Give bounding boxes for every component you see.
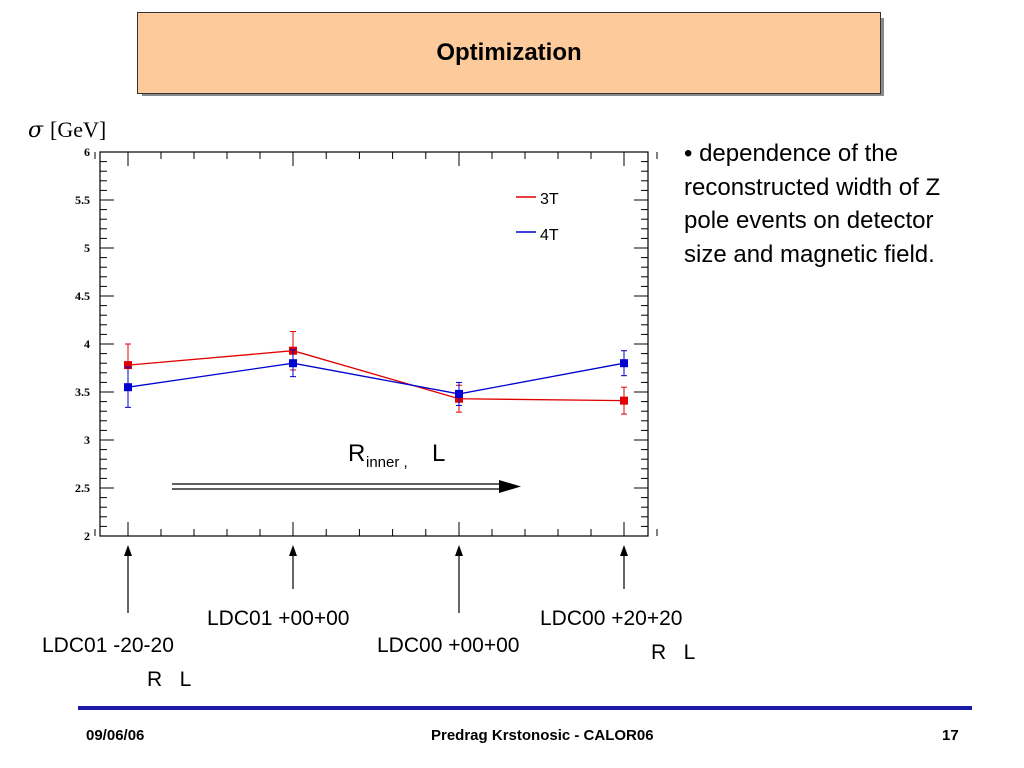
config-label-2: LDC01 +00+00 bbox=[207, 607, 350, 630]
plot-frame bbox=[99, 151, 649, 537]
footer-author: Predrag Krstonosic - CALOR06 bbox=[431, 727, 654, 744]
y-tick-label: 3.5 bbox=[75, 385, 90, 399]
data-point-4t bbox=[455, 389, 463, 398]
config-label-3: LDC00 +00+00 bbox=[377, 634, 520, 657]
slide-title: Optimization bbox=[137, 12, 881, 94]
y-tick-label: 4 bbox=[84, 337, 90, 351]
data-point-3t bbox=[620, 396, 628, 405]
y-tick-label: 3 bbox=[84, 433, 90, 447]
legend-label-4t: 4T bbox=[540, 227, 559, 244]
legend-label-3t: 3T bbox=[540, 191, 559, 208]
footer-date: 09/06/06 bbox=[86, 727, 145, 744]
config-label-1: LDC01 -20-20 bbox=[42, 634, 174, 657]
axis-ticks: 2 2.5 3 3.5 4 4.5 5 5.5 6 bbox=[75, 145, 658, 543]
y-tick-label: 5.5 bbox=[75, 193, 90, 207]
annotation-r: R bbox=[348, 440, 365, 467]
config-pointer-head bbox=[620, 545, 628, 556]
config-label-4: LDC00 +20+20 bbox=[540, 607, 683, 630]
y-tick-label: 5 bbox=[84, 241, 90, 255]
legend: 3T 4T bbox=[516, 191, 559, 244]
slide-title-text: Optimization bbox=[436, 39, 582, 66]
series-layer bbox=[124, 331, 628, 415]
config-pointer-head bbox=[289, 545, 297, 556]
footer-page: 17 bbox=[942, 727, 959, 744]
config-pointer-head bbox=[455, 545, 463, 556]
annotation-l: L bbox=[432, 440, 445, 467]
data-point-3t bbox=[124, 361, 132, 370]
direction-arrow-head bbox=[499, 480, 521, 493]
y-axis-label: [GeV] bbox=[50, 117, 106, 142]
data-point-4t bbox=[124, 383, 132, 392]
data-point-4t bbox=[620, 359, 628, 368]
y-tick-label: 2.5 bbox=[75, 481, 90, 495]
description-bullet: • dependence of the reconstructed width … bbox=[684, 140, 941, 268]
config-pointer-head bbox=[124, 545, 132, 556]
annotation-inner: inner , bbox=[366, 454, 408, 471]
series-line-3t bbox=[127, 350, 625, 402]
config-sub-4: R L bbox=[651, 641, 696, 664]
series-line-4t bbox=[127, 362, 625, 395]
y-axis-symbol: σ bbox=[28, 118, 44, 143]
y-tick-label: 2 bbox=[84, 529, 90, 543]
footer-rule bbox=[78, 706, 972, 710]
config-sub-1: R L bbox=[147, 668, 192, 691]
y-tick-label: 6 bbox=[84, 145, 90, 159]
y-tick-label: 4.5 bbox=[75, 289, 90, 303]
config-pointer-arrows bbox=[124, 545, 628, 613]
direction-annotation: R inner , L bbox=[172, 440, 521, 493]
data-point-4t bbox=[289, 359, 297, 368]
